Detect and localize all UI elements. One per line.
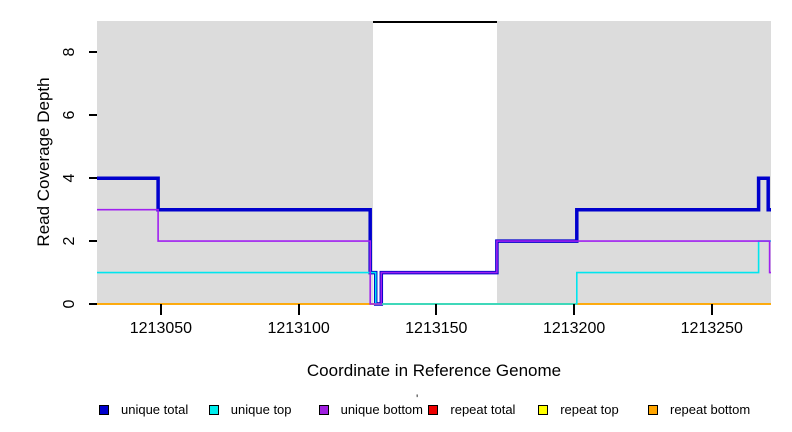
legend-item-repeat-top: repeat top bbox=[538, 403, 619, 416]
series-unique-bottom bbox=[97, 208, 771, 305]
series-unique-top bbox=[97, 240, 771, 305]
series-svg bbox=[97, 176, 771, 306]
legend-swatch-repeat-top bbox=[538, 404, 549, 415]
y-tick-label: 8 bbox=[61, 47, 78, 57]
legend-swatch-unique-top bbox=[208, 404, 219, 415]
legend-label: repeat bottom bbox=[670, 402, 751, 417]
legend-label: repeat total bbox=[450, 402, 516, 417]
legend-swatch-unique-total bbox=[99, 404, 109, 415]
x-tick-mark bbox=[297, 304, 300, 315]
y-tick-mark bbox=[89, 240, 97, 243]
y-tick-mark bbox=[89, 177, 97, 180]
x-tick-label: 1213250 bbox=[680, 320, 743, 337]
legend-swatch-repeat-bottom bbox=[648, 404, 658, 415]
legend-label: unique top bbox=[230, 402, 292, 417]
legend-item-repeat-total: repeat total bbox=[428, 403, 515, 416]
plot-area bbox=[97, 21, 771, 306]
legend-item-unique-total: unique total bbox=[99, 403, 188, 416]
y-tick-label: 4 bbox=[61, 173, 78, 183]
y-tick-label: 0 bbox=[61, 299, 78, 309]
y-axis-title: Read Coverage Depth bbox=[34, 77, 53, 247]
x-tick-label: 1213100 bbox=[267, 320, 330, 337]
x-tick-mark bbox=[435, 304, 438, 315]
legend-item-unique-bottom: unique bottom bbox=[318, 402, 423, 417]
legend-label: repeat top bbox=[560, 402, 619, 417]
y-tick-mark bbox=[89, 114, 97, 117]
legend-item-repeat-bottom: repeat bottom bbox=[648, 403, 750, 416]
x-tick-label: 1213150 bbox=[405, 320, 468, 337]
y-tick-label: 6 bbox=[61, 110, 78, 120]
legend-label: unique bottom bbox=[340, 402, 423, 417]
x-tick-label: 1213200 bbox=[542, 320, 606, 337]
legend-swatch-unique-bottom bbox=[318, 404, 329, 415]
x-tick-mark bbox=[159, 304, 162, 315]
stray-mark: ' bbox=[416, 392, 419, 406]
y-tick-mark bbox=[89, 303, 97, 305]
highlight-region bbox=[373, 21, 497, 304]
x-tick-mark bbox=[710, 304, 713, 315]
legend-swatch-repeat-total bbox=[428, 404, 439, 415]
y-tick-mark bbox=[89, 51, 97, 54]
x-tick-mark bbox=[573, 304, 576, 315]
legend-label: unique total bbox=[121, 402, 189, 417]
y-tick-label: 2 bbox=[61, 236, 78, 246]
legend-item-unique-top: unique top bbox=[208, 402, 292, 417]
x-axis-title: Coordinate in Reference Genome bbox=[306, 361, 562, 380]
x-tick-label: 1213050 bbox=[129, 320, 193, 337]
